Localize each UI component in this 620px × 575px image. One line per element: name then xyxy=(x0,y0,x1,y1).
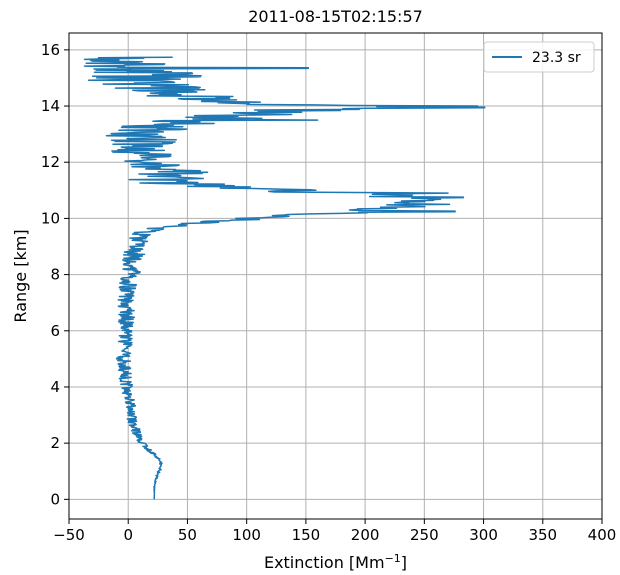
ticks-layer: −50 0 50 100 150 200 250 300 350 400 0 2 4 6 8 10 12 14 16 xyxy=(41,41,616,544)
legend-label: 23.3 sr xyxy=(532,50,581,66)
x-tick-label: 0 xyxy=(123,526,133,544)
x-tick-label: 100 xyxy=(232,526,261,544)
grid-layer xyxy=(68,33,603,519)
legend: 23.3 sr xyxy=(483,41,595,73)
x-tick-label: 250 xyxy=(410,526,439,544)
x-tick-label: 300 xyxy=(469,526,498,544)
series-line-23-3-sr xyxy=(83,56,486,500)
x-tick-label: 200 xyxy=(351,526,380,544)
x-axis-label-close: ] xyxy=(401,553,407,572)
legend-box xyxy=(483,41,595,73)
y-tick-label: 12 xyxy=(41,153,60,171)
x-tick-label: 150 xyxy=(292,526,321,544)
x-axis-label-main: Extinction [Mm xyxy=(264,553,385,572)
chart-title: 2011-08-15T02:15:57 xyxy=(248,7,423,26)
y-tick-label: 10 xyxy=(41,209,60,227)
x-tick-label: 400 xyxy=(588,526,617,544)
y-tick-label: 16 xyxy=(41,41,60,59)
y-tick-label: 2 xyxy=(50,434,60,452)
y-tick-label: 6 xyxy=(50,322,60,340)
axes-frame xyxy=(68,32,603,520)
y-tick-label: 0 xyxy=(50,490,60,508)
x-axis-label-exponent: −1 xyxy=(385,552,401,565)
y-axis-label: Range [km] xyxy=(11,229,30,322)
y-tick-label: 14 xyxy=(41,97,60,115)
plot-area xyxy=(83,56,486,500)
x-tick-label: 350 xyxy=(528,526,557,544)
y-tick-label: 8 xyxy=(50,266,60,284)
x-axis-label: Extinction [Mm−1] xyxy=(264,552,407,572)
x-tick-label: −50 xyxy=(53,526,85,544)
x-tick-label: 50 xyxy=(178,526,197,544)
y-tick-label: 4 xyxy=(50,378,60,396)
